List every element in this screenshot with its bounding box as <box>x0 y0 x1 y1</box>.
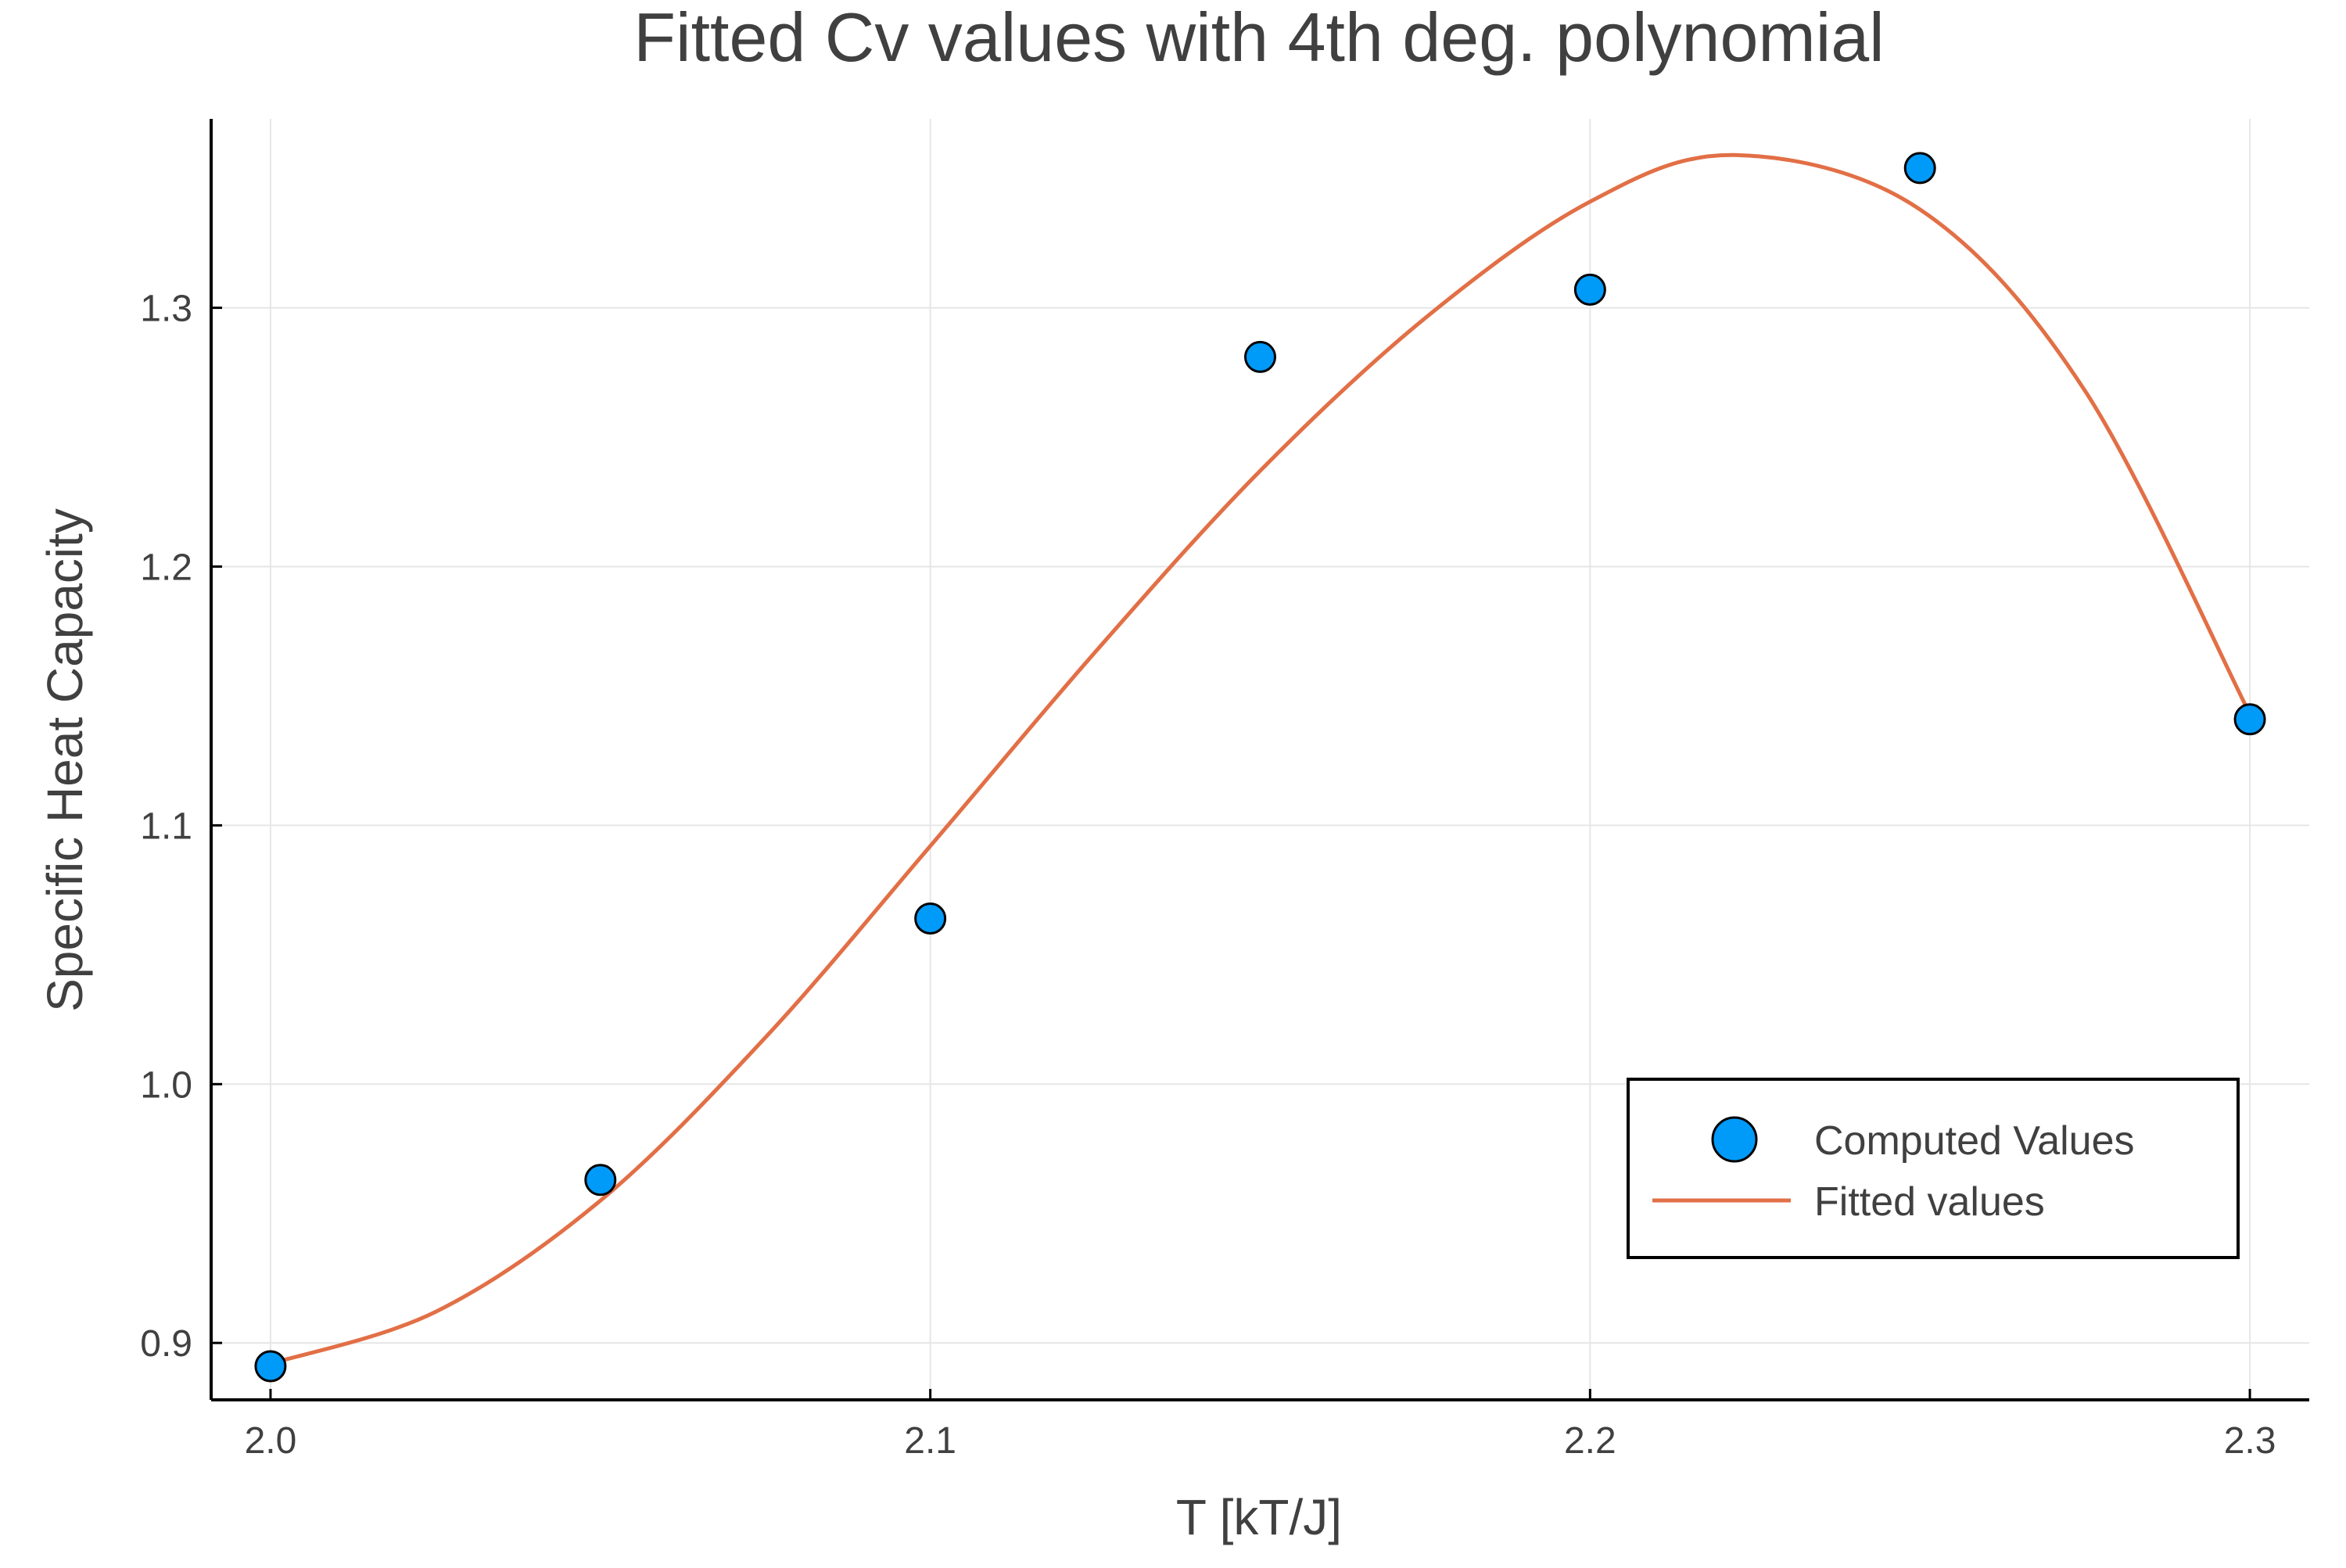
legend-label-computed: Computed Values <box>1814 1118 2135 1164</box>
fitted-values-line <box>270 152 2252 1366</box>
y-tick-label: 1.1 <box>140 806 192 847</box>
x-axis-label: T [kT/J] <box>1176 1489 1342 1545</box>
computed-value-point <box>254 1350 287 1383</box>
legend: Computed Values Fitted values <box>1627 1078 2240 1259</box>
y-tick-label: 1.3 <box>140 289 192 330</box>
ticks: 2.0 2.1 2.2 2.3 0.9 1.0 1.1 1.2 1.3 <box>140 289 2276 1462</box>
legend-marker-computed <box>1711 1116 1758 1163</box>
x-tick-label: 2.3 <box>2224 1420 2276 1462</box>
x-tick-label: 2.2 <box>1564 1420 1616 1462</box>
y-axis-label: Specific Heat Capacity <box>37 508 93 1012</box>
axes <box>210 119 2309 1401</box>
grid <box>211 119 2309 1400</box>
chart-title: Fitted Cv values with 4th deg. polynomia… <box>633 0 1884 76</box>
x-tick-label: 2.0 <box>245 1420 297 1462</box>
computed-value-point <box>2233 703 2266 736</box>
computed-value-point <box>1244 340 1276 373</box>
computed-value-point <box>914 902 947 935</box>
computed-value-point <box>1903 152 1936 185</box>
y-tick-label: 1.2 <box>140 547 192 588</box>
x-tick-label: 2.1 <box>904 1420 956 1462</box>
computed-value-point <box>584 1164 617 1197</box>
legend-label-fitted: Fitted values <box>1814 1179 2045 1225</box>
computed-value-point <box>1573 273 1606 306</box>
y-tick-label: 1.0 <box>140 1064 192 1106</box>
fitted-line-layer <box>270 152 2252 1366</box>
y-tick-label: 0.9 <box>140 1323 192 1365</box>
points-layer <box>254 152 2266 1383</box>
legend-box <box>1627 1078 2240 1259</box>
